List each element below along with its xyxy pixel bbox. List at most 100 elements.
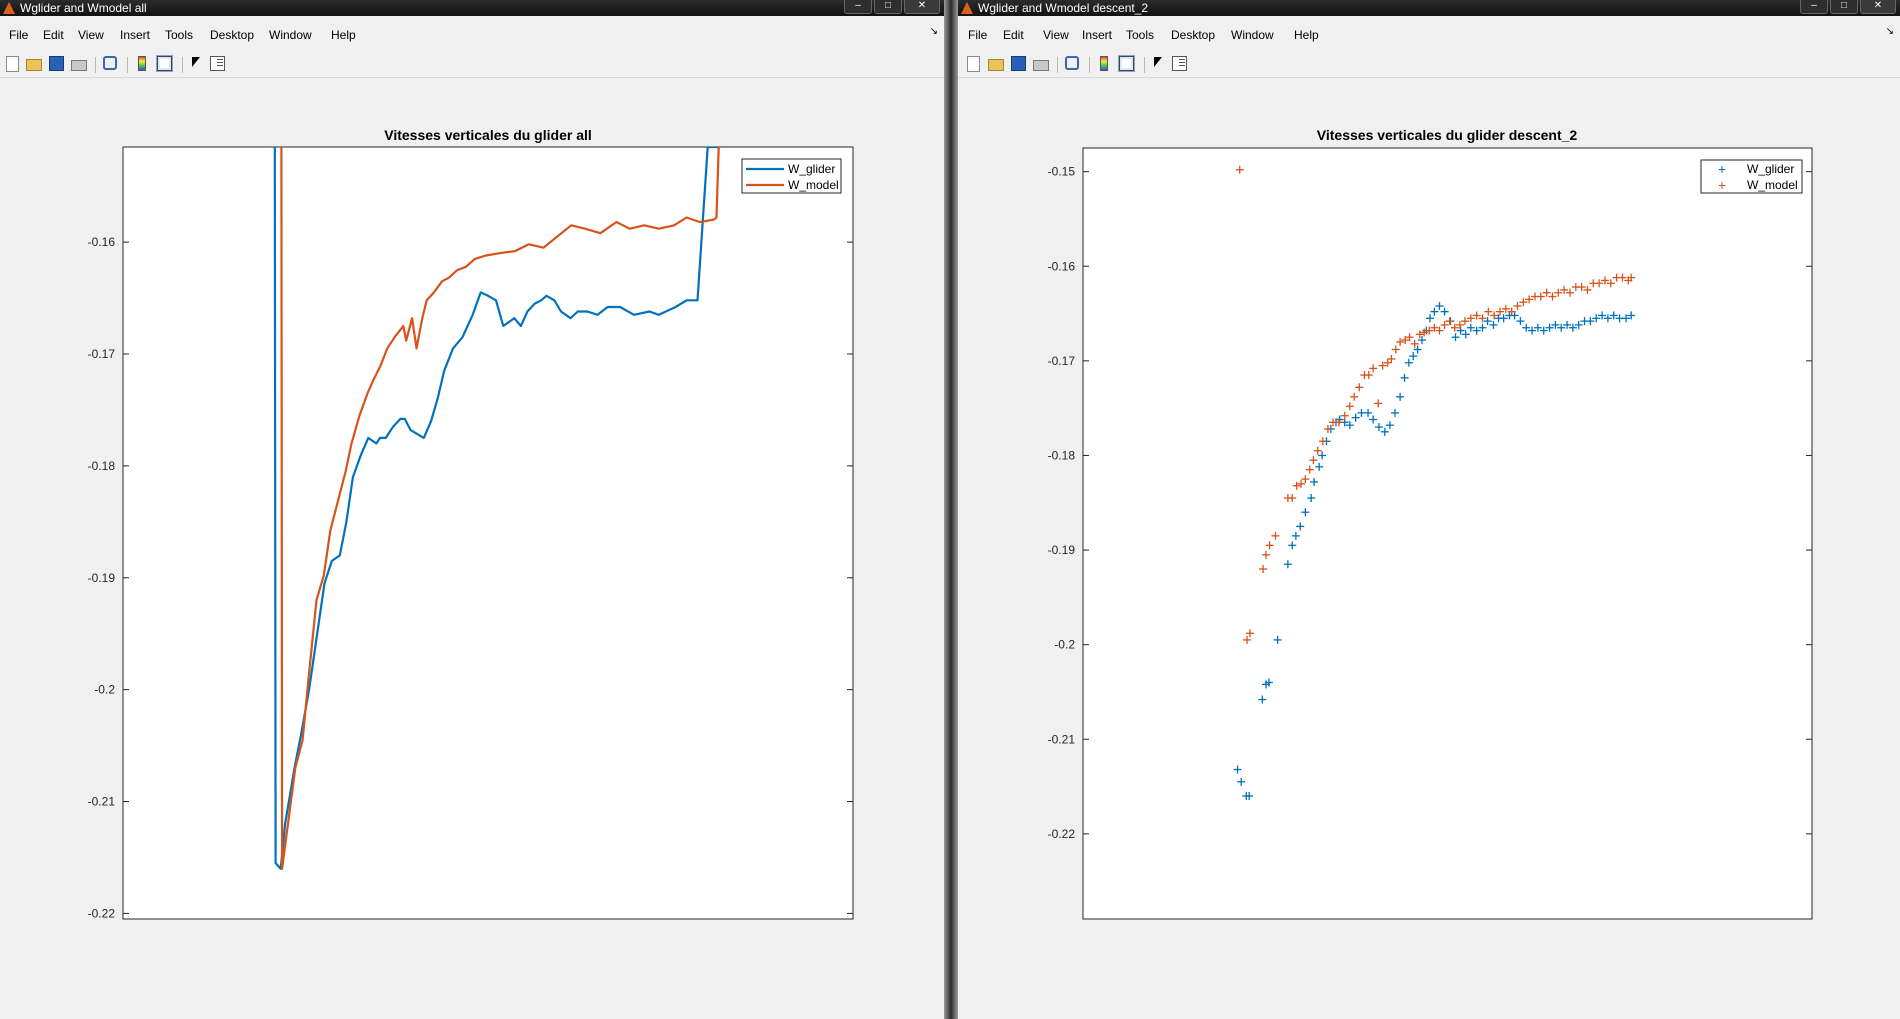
minimize-button[interactable]: – bbox=[844, 0, 872, 14]
link-plot-icon[interactable] bbox=[1065, 56, 1079, 70]
insert-colorbar-icon[interactable] bbox=[1100, 56, 1108, 71]
menu-help[interactable]: Help bbox=[1294, 28, 1319, 42]
point-w-model bbox=[1235, 165, 1244, 174]
point-w-model bbox=[1369, 364, 1378, 373]
toolbar bbox=[958, 53, 1900, 78]
save-icon[interactable] bbox=[1011, 56, 1026, 71]
menubar: File Edit View Insert Tools Desktop Wind… bbox=[958, 16, 1900, 53]
y-tick-label: -0.16 bbox=[88, 235, 116, 249]
y-tick-label: -0.21 bbox=[1048, 732, 1076, 746]
point-w-model bbox=[1323, 424, 1332, 433]
point-w-model bbox=[1355, 383, 1364, 392]
edit-plot-arrow-icon[interactable] bbox=[1152, 56, 1164, 70]
point-w-model bbox=[1577, 283, 1586, 292]
point-w-glider bbox=[1417, 336, 1426, 345]
point-w-glider bbox=[1426, 314, 1435, 323]
link-plot-icon[interactable] bbox=[103, 56, 117, 70]
print-icon[interactable] bbox=[71, 60, 87, 71]
close-button[interactable]: ✕ bbox=[904, 0, 940, 14]
toolbar-separator bbox=[127, 57, 128, 73]
point-w-model bbox=[1600, 276, 1609, 285]
menu-edit[interactable]: Edit bbox=[1003, 28, 1024, 42]
point-w-glider bbox=[1296, 522, 1305, 531]
point-w-model bbox=[1460, 317, 1469, 326]
insert-legend-icon[interactable] bbox=[1118, 55, 1135, 72]
minimize-button[interactable]: – bbox=[1800, 0, 1828, 14]
menu-edit[interactable]: Edit bbox=[43, 28, 64, 42]
window-titlebar[interactable]: Wglider and Wmodel all – □ ✕ bbox=[0, 0, 944, 16]
dock-arrow-icon[interactable]: ↘ bbox=[929, 26, 938, 37]
point-w-glider bbox=[1586, 317, 1595, 326]
print-icon[interactable] bbox=[1033, 60, 1049, 71]
point-w-model bbox=[1305, 465, 1314, 474]
point-w-glider bbox=[1374, 423, 1383, 432]
plot-area[interactable] bbox=[122, 146, 854, 920]
point-w-glider bbox=[1345, 421, 1354, 430]
point-w-glider bbox=[1351, 413, 1360, 422]
point-w-glider bbox=[1237, 777, 1246, 786]
open-file-icon[interactable] bbox=[26, 59, 42, 71]
point-w-glider bbox=[1627, 311, 1636, 320]
point-w-model bbox=[1425, 326, 1434, 335]
menu-insert[interactable]: Insert bbox=[1082, 28, 1113, 42]
menu-view[interactable]: View bbox=[1043, 28, 1069, 42]
point-w-model bbox=[1271, 531, 1280, 540]
menu-window[interactable]: Window bbox=[1231, 28, 1274, 42]
legend[interactable]: + W_glider + W_model bbox=[1700, 159, 1803, 194]
point-w-glider bbox=[1391, 408, 1400, 417]
plot-area[interactable] bbox=[1082, 147, 1813, 920]
new-figure-icon[interactable] bbox=[967, 56, 980, 72]
menu-desktop[interactable]: Desktop bbox=[1171, 28, 1216, 42]
point-w-glider bbox=[1440, 307, 1449, 316]
point-w-glider bbox=[1592, 314, 1601, 323]
point-w-model bbox=[1495, 307, 1504, 316]
save-icon[interactable] bbox=[49, 56, 64, 71]
series-line-w-model bbox=[280, 147, 720, 870]
point-w-glider bbox=[1539, 326, 1548, 335]
y-tick-label: -0.19 bbox=[1048, 543, 1076, 557]
point-w-model bbox=[1245, 629, 1254, 638]
point-w-model bbox=[1435, 326, 1444, 335]
menu-tools[interactable]: Tools bbox=[1126, 28, 1155, 42]
y-tick-label: -0.18 bbox=[88, 459, 116, 473]
menu-file[interactable]: File bbox=[968, 28, 988, 42]
series-line-w-glider bbox=[273, 147, 720, 870]
insert-colorbar-icon[interactable] bbox=[138, 56, 146, 71]
toolbar-separator bbox=[1089, 57, 1090, 73]
legend-label-w-glider: W_glider bbox=[1747, 162, 1794, 176]
property-editor-icon[interactable] bbox=[1172, 56, 1187, 71]
window-split-divider[interactable] bbox=[944, 0, 958, 1019]
matlab-icon bbox=[3, 2, 15, 14]
point-w-model bbox=[1387, 354, 1396, 363]
dock-arrow-icon[interactable]: ↘ bbox=[1885, 26, 1894, 37]
point-w-glider bbox=[1603, 314, 1612, 323]
menu-help[interactable]: Help bbox=[331, 28, 356, 42]
close-button[interactable]: ✕ bbox=[1860, 0, 1896, 14]
menu-tools[interactable]: Tools bbox=[165, 28, 194, 42]
property-editor-icon[interactable] bbox=[210, 56, 225, 71]
y-tick-label: -0.22 bbox=[1048, 827, 1076, 841]
point-w-glider bbox=[1563, 320, 1572, 329]
point-w-model bbox=[1472, 311, 1481, 320]
point-w-model bbox=[1340, 411, 1349, 420]
maximize-button[interactable]: □ bbox=[874, 0, 902, 14]
window-titlebar[interactable]: Wglider and Wmodel descent_2 – □ ✕ bbox=[958, 0, 1900, 16]
chart-title: Vitesses verticales du glider descent_2 bbox=[1317, 127, 1578, 143]
menu-desktop[interactable]: Desktop bbox=[210, 28, 255, 42]
menu-view[interactable]: View bbox=[78, 28, 104, 42]
open-file-icon[interactable] bbox=[988, 59, 1004, 71]
edit-plot-arrow-icon[interactable] bbox=[190, 56, 202, 70]
menu-window[interactable]: Window bbox=[269, 28, 312, 42]
point-w-model bbox=[1401, 336, 1410, 345]
menu-file[interactable]: File bbox=[9, 28, 29, 42]
point-w-glider bbox=[1404, 358, 1413, 367]
point-w-glider bbox=[1315, 462, 1324, 471]
matlab-icon bbox=[961, 2, 973, 14]
legend[interactable]: W_glider W_model bbox=[741, 158, 842, 194]
insert-legend-icon[interactable] bbox=[156, 55, 173, 72]
maximize-button[interactable]: □ bbox=[1830, 0, 1858, 14]
point-w-glider bbox=[1609, 311, 1618, 320]
menu-insert[interactable]: Insert bbox=[120, 28, 151, 42]
point-w-glider bbox=[1466, 323, 1475, 332]
new-figure-icon[interactable] bbox=[6, 56, 19, 72]
